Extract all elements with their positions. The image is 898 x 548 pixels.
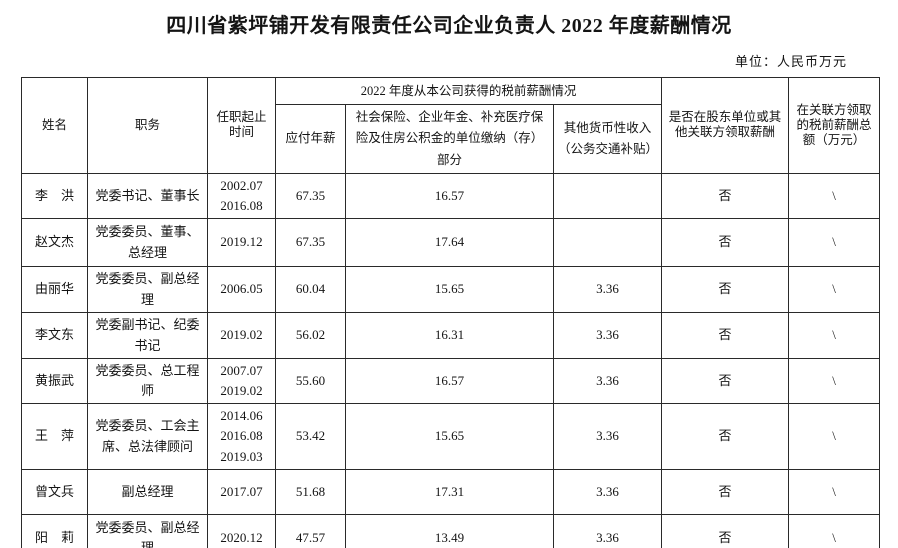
- cell-other-income: [552, 218, 663, 268]
- salary-table: 姓名 职务 任职起止 时间 2022 年度从本公司获得的税前薪酬情况 是否在股东…: [21, 77, 881, 548]
- cell-salary: 53.42: [275, 403, 346, 470]
- table-row: 由丽华 党委委员、副总经理 2006.05 60.04 15.65 3.36 否…: [21, 266, 881, 314]
- cell-position: 党委委员、副总经理: [87, 513, 208, 548]
- header-position: 职务: [87, 77, 208, 174]
- cell-other-income: 3.36: [552, 266, 663, 314]
- cell-tenure: 2019.02: [207, 312, 276, 360]
- cell-insurance: 15.65: [345, 266, 554, 314]
- cell-salary: 67.35: [275, 218, 346, 268]
- cell-tenure: 2007.07 2019.02: [207, 358, 276, 405]
- cell-related-total: \: [788, 312, 881, 360]
- cell-salary: 51.68: [275, 468, 346, 515]
- header-tenure: 任职起止 时间: [207, 77, 276, 174]
- table-row: 阳 莉 党委委员、副总经理 2020.12 47.57 13.49 3.36 否…: [21, 513, 881, 548]
- cell-name: 赵文杰: [21, 218, 88, 268]
- header-related-pay: 是否在股东单位或其他关联方领取薪酬: [661, 77, 790, 174]
- cell-related-pay: 否: [661, 266, 790, 314]
- cell-name: 李 洪: [21, 172, 88, 220]
- cell-other-income: 3.36: [552, 403, 663, 470]
- cell-related-total: \: [788, 218, 881, 268]
- cell-position: 党委委员、工会主席、总法律顾问: [87, 403, 208, 470]
- cell-related-total: \: [788, 468, 881, 515]
- cell-name: 曾文兵: [21, 468, 88, 515]
- cell-position: 党委委员、董事、总经理: [87, 218, 208, 268]
- cell-salary: 60.04: [275, 266, 346, 314]
- cell-tenure: 2006.05: [207, 266, 276, 314]
- cell-insurance: 17.31: [345, 468, 554, 515]
- cell-salary: 47.57: [275, 513, 346, 548]
- cell-tenure: 2020.12: [207, 513, 276, 548]
- header-salary: 应付年薪: [275, 104, 346, 174]
- cell-insurance: 16.57: [345, 172, 554, 220]
- header-group-2022: 2022 年度从本公司获得的税前薪酬情况: [274, 77, 663, 105]
- header-other-income: 其他货币性收入 （公务交通补贴）: [552, 104, 663, 174]
- cell-insurance: 16.31: [345, 312, 554, 360]
- cell-position: 副总经理: [87, 468, 208, 515]
- cell-related-total: \: [788, 172, 881, 220]
- cell-related-total: \: [788, 358, 881, 405]
- cell-tenure: 2014.06 2016.08 2019.03: [207, 403, 276, 470]
- cell-insurance: 16.57: [345, 358, 554, 405]
- header-row-group: 姓名 职务 任职起止 时间 2022 年度从本公司获得的税前薪酬情况 是否在股东…: [21, 77, 881, 174]
- cell-related-total: \: [788, 266, 881, 314]
- cell-name: 王 萍: [21, 403, 88, 470]
- cell-related-total: \: [788, 513, 881, 548]
- cell-tenure: 2002.07 2016.08: [207, 172, 276, 220]
- cell-related-pay: 否: [661, 312, 790, 360]
- cell-related-pay: 否: [661, 403, 790, 470]
- cell-other-income: 3.36: [552, 312, 663, 360]
- cell-other-income: 3.36: [552, 358, 663, 405]
- cell-salary: 67.35: [275, 172, 346, 220]
- cell-insurance: 15.65: [345, 403, 554, 470]
- header-related-total: 在关联方领取的税前薪酬总额（万元）: [788, 77, 881, 174]
- table-row: 黄振武 党委委员、总工程师 2007.07 2019.02 55.60 16.5…: [21, 358, 881, 405]
- cell-other-income: [552, 172, 663, 220]
- page-title: 四川省紫坪铺开发有限责任公司企业负责人 2022 年度薪酬情况: [166, 15, 732, 37]
- header-name: 姓名: [21, 77, 88, 174]
- table-row: 曾文兵 副总经理 2017.07 51.68 17.31 3.36 否 \: [21, 468, 881, 515]
- cell-name: 黄振武: [21, 358, 88, 405]
- table-row: 王 萍 党委委员、工会主席、总法律顾问 2014.06 2016.08 2019…: [21, 403, 881, 470]
- cell-position: 党委委员、副总经理: [87, 266, 208, 314]
- cell-tenure: 2019.12: [207, 218, 276, 268]
- cell-related-pay: 否: [661, 513, 790, 548]
- cell-salary: 55.60: [275, 358, 346, 405]
- cell-insurance: 17.64: [345, 218, 554, 268]
- table-row: 李 洪 党委书记、董事长 2002.07 2016.08 67.35 16.57…: [21, 172, 881, 220]
- cell-name: 由丽华: [21, 266, 88, 314]
- cell-name: 阳 莉: [21, 513, 88, 548]
- cell-position: 党委委员、总工程师: [87, 358, 208, 405]
- cell-name: 李文东: [21, 312, 88, 360]
- header-insurance: 社会保险、企业年金、补充医疗保险及住房公积金的单位缴纳（存）部分: [345, 104, 554, 174]
- cell-related-pay: 否: [661, 218, 790, 268]
- cell-insurance: 13.49: [345, 513, 554, 548]
- header-row-sub: 应付年薪 社会保险、企业年金、补充医疗保险及住房公积金的单位缴纳（存）部分 其他…: [22, 104, 880, 174]
- cell-related-pay: 否: [661, 468, 790, 515]
- table-row: 李文东 党委副书记、纪委书记 2019.02 56.02 16.31 3.36 …: [21, 312, 881, 360]
- cell-position: 党委副书记、纪委书记: [87, 312, 208, 360]
- cell-salary: 56.02: [275, 312, 346, 360]
- cell-related-total: \: [788, 403, 881, 470]
- cell-tenure: 2017.07: [207, 468, 276, 515]
- unit-label: 单位：人民币万元: [734, 54, 847, 69]
- table-row: 赵文杰 党委委员、董事、总经理 2019.12 67.35 17.64 否 \: [21, 218, 881, 268]
- cell-position: 党委书记、董事长: [87, 172, 208, 220]
- cell-other-income: 3.36: [552, 468, 663, 515]
- cell-other-income: 3.36: [552, 513, 663, 548]
- cell-related-pay: 否: [661, 358, 790, 405]
- cell-related-pay: 否: [661, 172, 790, 220]
